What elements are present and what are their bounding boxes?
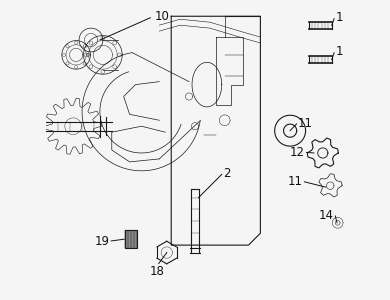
Text: 11: 11 <box>287 175 303 188</box>
Text: 12: 12 <box>290 146 305 159</box>
Text: 1: 1 <box>335 45 343 58</box>
Text: 2: 2 <box>223 167 231 180</box>
Bar <box>125 230 137 248</box>
Text: 19: 19 <box>94 235 110 248</box>
Text: 14: 14 <box>319 209 334 222</box>
Text: 10: 10 <box>155 10 170 23</box>
Text: 11: 11 <box>298 117 313 130</box>
Text: 18: 18 <box>150 265 165 278</box>
Text: 1: 1 <box>335 11 343 24</box>
